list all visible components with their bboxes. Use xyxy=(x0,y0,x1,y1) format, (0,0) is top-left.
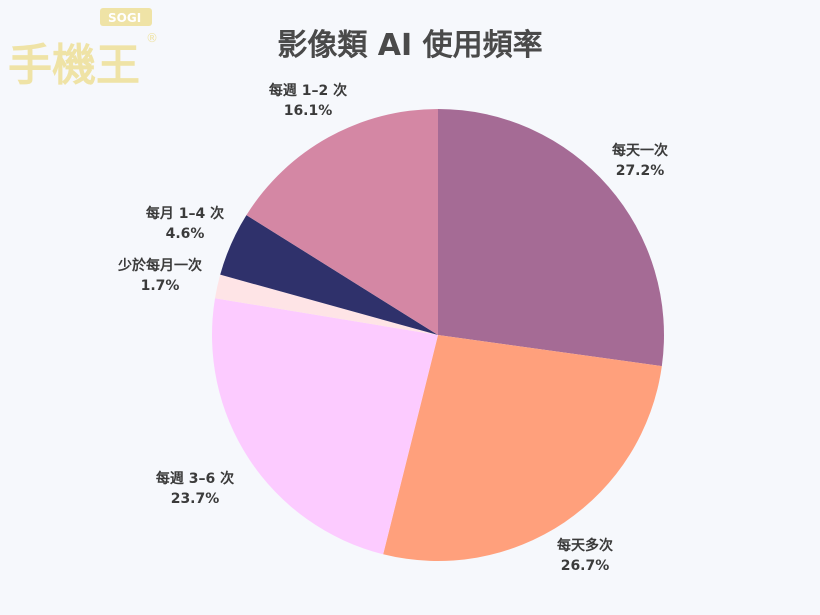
slice-value-label: 1.7% xyxy=(141,278,180,294)
slice-category-label: 每天一次 xyxy=(612,142,668,159)
brand-logo: 手機王 SOGI ® xyxy=(8,8,158,91)
pie-labels: 每天一次 27.2% 每天多次 26.7% 每週 3–6 次 23.7% 少於每月一次 1.7… xyxy=(117,82,668,574)
logo-registered-mark: ® xyxy=(146,31,158,45)
chart-title: 影像類 AI 使用頻率 xyxy=(277,28,542,63)
pie-slice xyxy=(438,109,664,367)
slice-category-label: 每週 3–6 次 xyxy=(156,470,234,487)
logo-badge-text: SOGI xyxy=(108,11,141,25)
pie xyxy=(212,108,664,562)
pie-slice xyxy=(383,335,662,562)
slice-category-label: 每月 1–4 次 xyxy=(146,205,224,222)
pie-slice xyxy=(212,298,438,555)
pie-slice xyxy=(246,108,438,335)
slice-value-label: 27.2% xyxy=(616,163,665,179)
logo-brand-text: 手機王 xyxy=(8,40,140,91)
slice-category-label: 每週 1–2 次 xyxy=(269,82,347,99)
pie-slice xyxy=(220,215,438,335)
slice-value-label: 23.7% xyxy=(171,491,220,507)
slice-category-label: 少於每月一次 xyxy=(117,257,202,274)
logo-badge xyxy=(100,8,152,26)
slice-value-label: 4.6% xyxy=(166,226,205,242)
pie-slice xyxy=(215,274,438,335)
slice-value-label: 16.1% xyxy=(284,103,333,119)
slice-value-label: 26.7% xyxy=(561,558,610,574)
slice-category-label: 每天多次 xyxy=(557,537,613,554)
